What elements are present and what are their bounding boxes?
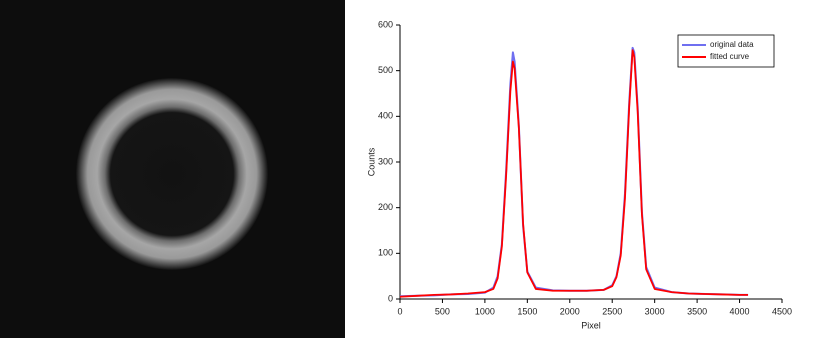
x-tick-label: 0 bbox=[397, 306, 402, 316]
x-tick-label: 3500 bbox=[687, 306, 707, 316]
x-tick-label: 1500 bbox=[517, 306, 537, 316]
x-tick-label: 3000 bbox=[645, 306, 665, 316]
legend-box bbox=[677, 34, 775, 68]
y-tick-label: 500 bbox=[378, 65, 393, 75]
y-tick-label: 100 bbox=[378, 248, 393, 258]
x-tick-label: 1000 bbox=[475, 306, 495, 316]
y-tick-label: 0 bbox=[388, 293, 393, 303]
y-tick-label: 600 bbox=[378, 19, 393, 29]
x-axis-label: Pixel bbox=[581, 320, 601, 330]
y-tick-label: 200 bbox=[378, 202, 393, 212]
x-tick-label: 4000 bbox=[730, 306, 750, 316]
y-tick-label: 400 bbox=[378, 111, 393, 121]
ring-image bbox=[76, 78, 268, 270]
x-tick-label: 2500 bbox=[602, 306, 622, 316]
x-tick-label: 4500 bbox=[772, 306, 792, 316]
y-axis-label: Counts bbox=[366, 147, 376, 176]
y-tick-label: 300 bbox=[378, 156, 393, 166]
data-line bbox=[399, 46, 749, 298]
legend-label: original data bbox=[710, 40, 754, 49]
x-tick-label: 500 bbox=[435, 306, 450, 316]
x-tick-label: 2000 bbox=[560, 306, 580, 316]
legend-label: fitted curve bbox=[710, 52, 750, 61]
data-line bbox=[399, 49, 749, 298]
